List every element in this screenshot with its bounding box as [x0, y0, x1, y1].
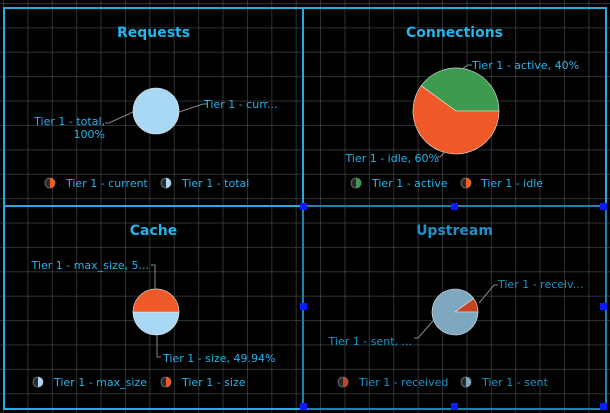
- callout-idle: Tier 1 - idle, 60%: [345, 152, 440, 165]
- cache-panel[interactable]: Cache Tier 1 - max_size, 5... Tier 1 - s…: [3, 205, 304, 410]
- pie-slice-tier-1-max-size[interactable]: [132, 311, 180, 336]
- requests-chart: Tier 1 - curr... Tier 1 - total, 100% Ti…: [33, 87, 278, 190]
- upstream-pie[interactable]: [431, 288, 479, 336]
- callout-line: [151, 264, 156, 289]
- resize-handle[interactable]: [451, 203, 458, 210]
- upstream-panel[interactable]: Upstream Tier 1 - receiv... Tier 1 - sen…: [302, 205, 607, 410]
- callout-received: Tier 1 - receiv...: [497, 278, 583, 291]
- callout-line: [436, 152, 445, 158]
- callout-line: [478, 284, 498, 304]
- legend-item-max-size[interactable]: Tier 1 - max_size: [32, 376, 147, 389]
- callout-line: [156, 335, 161, 358]
- legend-swatch-fill: [50, 178, 55, 188]
- legend-label: Tier 1 - current: [65, 177, 149, 190]
- legend-item-received[interactable]: Tier 1 - received: [337, 376, 448, 389]
- resize-handle[interactable]: [300, 203, 307, 210]
- cache-chart: Tier 1 - max_size, 5... Tier 1 - size, 4…: [31, 259, 276, 389]
- panel-title: Upstream: [416, 223, 493, 239]
- pie-slice-tier-1-active[interactable]: [420, 67, 500, 112]
- pie-slice-tier-1-size[interactable]: [132, 288, 180, 313]
- legend-swatch-fill: [466, 178, 471, 188]
- legend-swatch-fill: [356, 178, 361, 188]
- callout-line: [414, 320, 434, 339]
- legend-label: Tier 1 - active: [371, 177, 448, 190]
- callout-line: [461, 64, 472, 70]
- legend-swatch-fill: [343, 377, 348, 387]
- cache-pie[interactable]: [132, 288, 180, 336]
- callout-size: Tier 1 - size, 49.94%: [162, 352, 275, 365]
- legend-item-size[interactable]: Tier 1 - size: [160, 376, 246, 389]
- pie-slice-tier-1-total[interactable]: [132, 87, 180, 135]
- legend-item-idle[interactable]: Tier 1 - idle: [460, 177, 543, 190]
- callout-sent: Tier 1 - sent, ...: [328, 335, 412, 348]
- callout-total-pct: 100%: [74, 128, 105, 141]
- legend-item-sent[interactable]: Tier 1 - sent: [460, 376, 549, 389]
- legend-label: Tier 1 - max_size: [53, 376, 147, 389]
- callout-current: Tier 1 - curr...: [203, 98, 278, 111]
- resize-handle[interactable]: [300, 303, 307, 310]
- requests-pie[interactable]: [132, 87, 180, 135]
- legend-swatch-fill: [38, 377, 43, 387]
- legend-swatch-fill: [166, 377, 171, 387]
- panel-title: Requests: [116, 25, 191, 41]
- resize-handle[interactable]: [600, 403, 607, 410]
- resize-handle[interactable]: [300, 403, 307, 410]
- requests-panel[interactable]: Requests Tier 1 - curr... Tier 1 - total…: [3, 7, 304, 207]
- upstream-chart: Tier 1 - receiv... Tier 1 - sent, ... Ti…: [328, 278, 584, 389]
- legend-item-current[interactable]: Tier 1 - current: [44, 177, 149, 190]
- legend-label: Tier 1 - sent: [481, 376, 549, 389]
- callout-total: Tier 1 - total,: [33, 115, 105, 128]
- legend-label: Tier 1 - received: [358, 376, 448, 389]
- legend-swatch-fill: [166, 178, 171, 188]
- callout-line: [105, 111, 134, 124]
- legend-label: Tier 1 - idle: [480, 177, 543, 190]
- connections-panel[interactable]: Connections Tier 1 - active, 40% Tier 1 …: [302, 7, 607, 207]
- callout-max-size: Tier 1 - max_size, 5...: [31, 259, 149, 272]
- callout-active: Tier 1 - active, 40%: [471, 59, 579, 72]
- pie-slice-tier-1-sent[interactable]: [431, 288, 479, 336]
- callout-line: [178, 103, 207, 113]
- resize-handle[interactable]: [451, 403, 458, 410]
- legend-item-active[interactable]: Tier 1 - active: [350, 177, 448, 190]
- connections-chart: Tier 1 - active, 40% Tier 1 - idle, 60% …: [345, 59, 580, 190]
- panel-title: Connections: [405, 25, 504, 41]
- legend-label: Tier 1 - total: [181, 177, 249, 190]
- panel-title: Cache: [129, 223, 178, 239]
- resize-handle[interactable]: [600, 203, 607, 210]
- legend-item-total[interactable]: Tier 1 - total: [160, 177, 249, 190]
- pie-slice-tier-1-idle[interactable]: [412, 85, 500, 155]
- connections-pie[interactable]: [412, 67, 500, 155]
- resize-handle[interactable]: [600, 303, 607, 310]
- legend-swatch-fill: [466, 377, 471, 387]
- legend-label: Tier 1 - size: [181, 376, 246, 389]
